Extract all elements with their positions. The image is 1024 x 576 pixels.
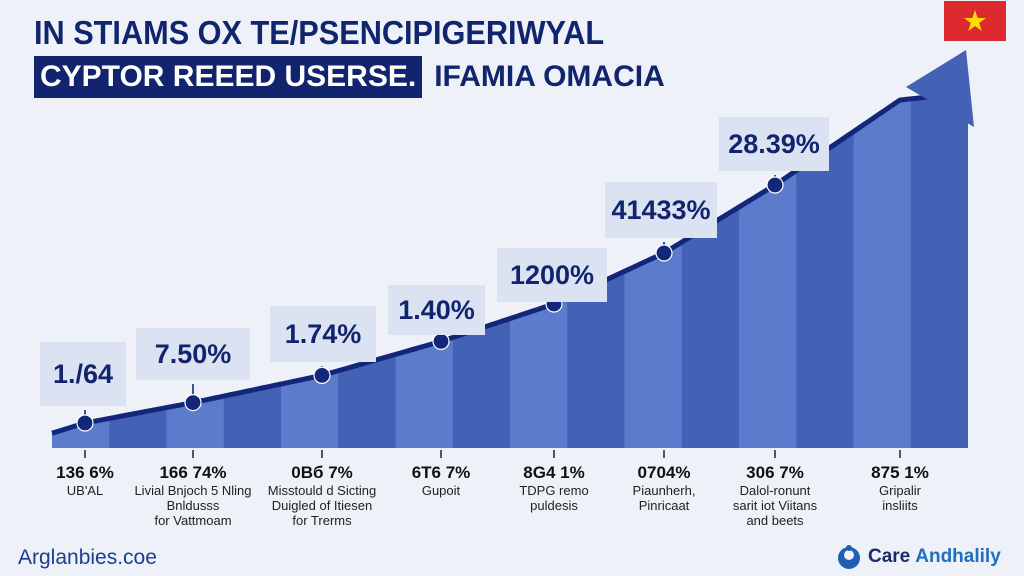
trend-arrow-head	[906, 50, 974, 127]
x-category-label: 306 7% Dalol-ronunt sarit iot Viitans and b…	[700, 463, 850, 528]
data-point	[76, 414, 94, 432]
value-callout: 7.50%	[136, 328, 250, 380]
category-description: for Trerms	[292, 513, 352, 528]
x-category-label: 8G4 1% TDPG remo puldesis	[479, 463, 629, 513]
category-value: 0704%	[637, 463, 691, 482]
value-callout: 1.74%	[270, 306, 376, 362]
chart-title-line1: IN STIAMS OX TE/PSENCIPIGERIWYAL	[34, 14, 605, 51]
category-description: Piaunherh,	[632, 483, 696, 498]
chart-title-line2: CYPTOR REEED USERSE. IFAMIA OMACIA	[34, 56, 665, 98]
category-value: 136 6%	[56, 463, 114, 482]
category-description: Bnldusss	[166, 498, 220, 513]
value-callout: 1./64	[40, 342, 126, 406]
category-description: Duigled of Itiesen	[271, 498, 373, 513]
area-band	[853, 95, 912, 448]
category-description: sarit iot Viitans	[732, 498, 818, 513]
x-category-label: 136 6% UB'AL	[10, 463, 160, 498]
area-band	[910, 95, 968, 448]
category-value: 166 74%	[159, 463, 227, 482]
data-point	[432, 332, 450, 350]
x-category-label: 6T6 7% Gupoit	[366, 463, 516, 498]
flag-star-icon	[964, 10, 986, 31]
category-description: Misstould d Sicting	[267, 483, 377, 498]
value-callout: 1200%	[497, 248, 607, 302]
data-point	[184, 394, 202, 412]
footer-brand: Care Andhalily	[836, 544, 1001, 570]
data-point	[766, 176, 784, 194]
brand-logo-icon	[838, 545, 860, 569]
category-value: 6T6 7%	[411, 463, 471, 482]
category-description: UB'AL	[66, 483, 104, 498]
area-band	[281, 95, 339, 448]
data-point	[655, 244, 673, 262]
x-category-label: 0704% Piaunherh, Pinricaat	[589, 463, 739, 513]
category-value: 8G4 1%	[523, 463, 585, 482]
category-description: Dalol-ronunt	[739, 483, 811, 498]
brand-name-part2: Andhalily	[915, 546, 1001, 567]
category-value: 875 1%	[871, 463, 929, 482]
category-description: for Vattmoam	[154, 513, 232, 528]
area-band	[624, 95, 683, 448]
x-category-label: 166 74% Livial Bnjoch 5 Nling Bnldusss for …	[118, 463, 268, 528]
vietnam-flag-icon	[944, 1, 1006, 41]
value-callout: 28.39%	[719, 117, 829, 171]
brand-name-part1: Care	[868, 546, 911, 567]
area-band	[338, 95, 396, 448]
value-callout: 1.40%	[388, 285, 485, 335]
area-band	[395, 95, 454, 448]
chart-title-highlight: CYPTOR REEED USERSE.	[34, 56, 423, 98]
footer-source: Arglanbies.coe	[18, 546, 157, 569]
category-description: TDPG remo	[519, 483, 589, 498]
category-description: puldesis	[530, 498, 578, 513]
category-description: insliits	[882, 498, 918, 513]
x-category-label: 875 1% Gripalir insliits	[825, 463, 975, 513]
category-description: Gupoit	[421, 483, 461, 498]
category-value: 306 7%	[746, 463, 804, 482]
category-description: Pinricaat	[638, 498, 690, 513]
data-point	[313, 366, 331, 384]
chart-title-rest: IFAMIA OMACIA	[434, 60, 665, 93]
area-band	[166, 95, 225, 448]
x-category-label: 0Вб 7% Misstould d Sicting Duigled of Itie…	[247, 463, 397, 528]
category-description: and beets	[746, 513, 804, 528]
category-description: Livial Bnjoch 5 Nling	[134, 483, 252, 498]
category-description: Gripalir	[879, 483, 921, 498]
value-callout: 41433%	[605, 182, 717, 238]
category-value: 0Вб 7%	[291, 463, 353, 482]
